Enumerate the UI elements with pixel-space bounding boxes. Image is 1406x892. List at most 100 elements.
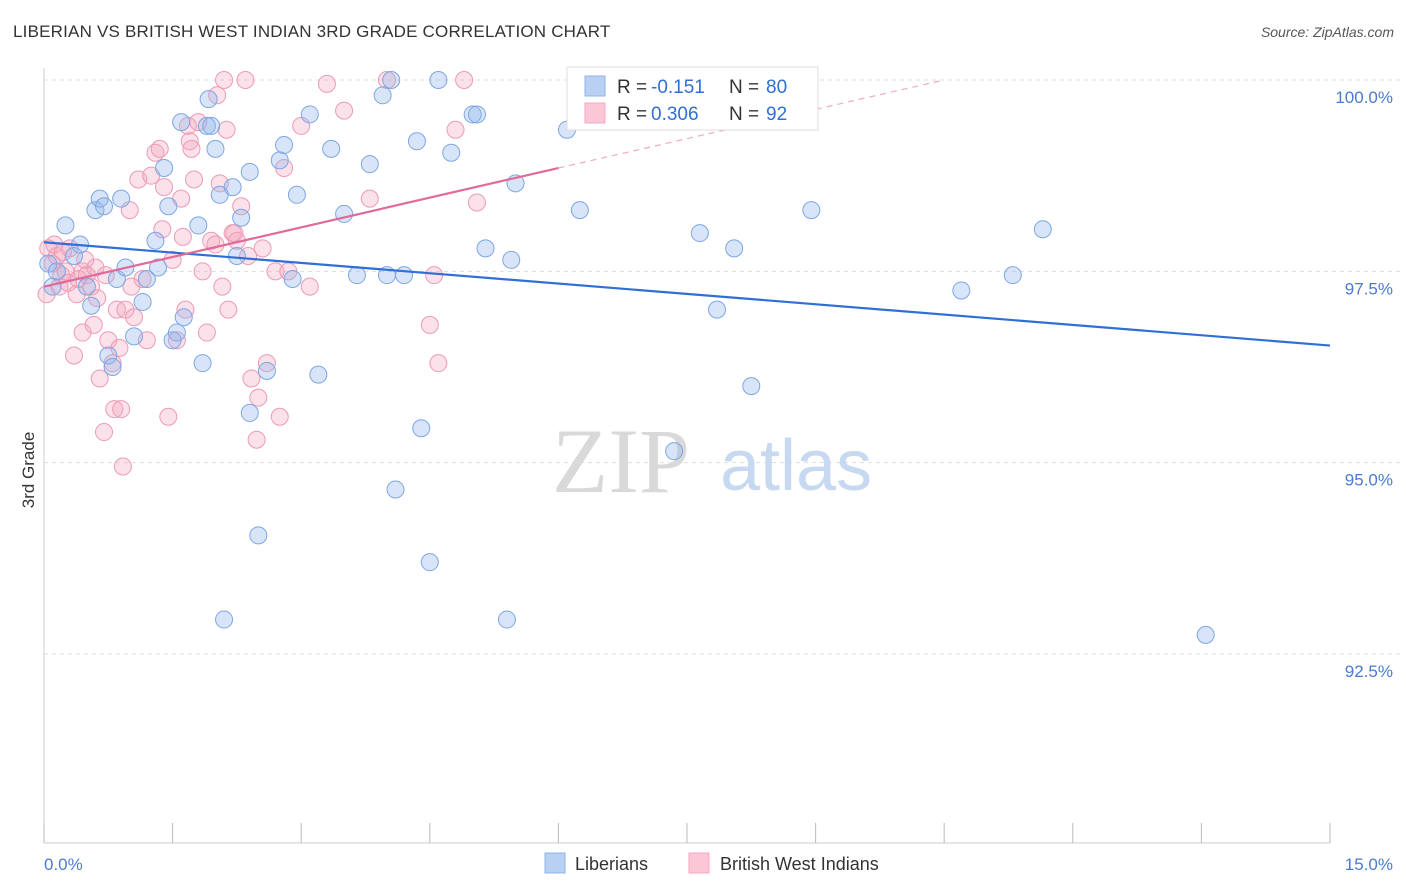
liberians-point	[112, 189, 131, 208]
british-west-indians-point	[122, 277, 141, 296]
british-west-indians-trend-line	[43, 166, 559, 288]
liberians-point	[386, 480, 405, 499]
british-west-indians-point	[429, 354, 448, 373]
liberians-point	[82, 296, 101, 315]
liberians-point	[275, 136, 294, 155]
british-west-indians-point	[253, 239, 272, 258]
british-west-indians-point	[180, 132, 199, 151]
british-west-indians-point	[67, 285, 86, 304]
liberians-point	[189, 216, 208, 235]
liberians-point	[240, 162, 259, 181]
x-tick-label-max: 15.0%	[1345, 855, 1393, 874]
british-west-indians-point	[95, 423, 114, 442]
y-tick-label: 95.0%	[1345, 471, 1393, 490]
british-west-indians-point	[467, 193, 486, 212]
liberians-point	[270, 151, 289, 170]
british-west-indians-point	[182, 139, 201, 158]
liberians-point	[1196, 625, 1215, 644]
british-west-indians-point	[215, 71, 234, 89]
liberians-point	[249, 526, 268, 545]
british-west-indians-point	[86, 258, 105, 277]
liberians-point	[77, 277, 96, 296]
liberians-point	[725, 239, 744, 258]
liberians-point	[159, 197, 178, 216]
liberians-point	[167, 323, 186, 342]
axes	[43, 68, 1331, 844]
liberians-point	[223, 178, 242, 197]
grid-lines	[44, 79, 1400, 655]
british-west-indians-point	[206, 235, 225, 254]
liberians-point	[202, 116, 221, 135]
british-west-indians-point	[150, 139, 169, 158]
liberians-point	[382, 71, 401, 89]
british-west-indians-point	[446, 120, 465, 139]
liberians-point	[665, 442, 684, 461]
source-credit: Source: ZipAtlas.com	[1260, 24, 1394, 40]
british-west-indians-point	[317, 74, 336, 93]
legend-r-value-pink: 0.306	[651, 104, 699, 125]
liberians-point	[467, 105, 486, 124]
legend-n-value-pink: 92	[766, 104, 787, 125]
series-label-liberians: Liberians	[575, 854, 648, 874]
liberians-point	[146, 231, 165, 250]
british-west-indians-point	[153, 220, 172, 239]
british-west-indians-point	[112, 400, 131, 419]
british-west-indians-point	[247, 430, 266, 449]
liberians-point	[360, 155, 379, 174]
liberians-point	[172, 113, 191, 132]
british-west-indians-point	[173, 227, 192, 246]
liberians-point	[309, 365, 328, 384]
british-west-indians-point	[105, 400, 124, 419]
series-label-british-west-indians: British West Indians	[720, 854, 879, 874]
y-tick-labels: 92.5% 95.0% 97.5% 100.0%	[1335, 88, 1393, 681]
liberians-point	[570, 201, 589, 220]
liberians-point	[86, 201, 105, 220]
liberians-point	[373, 86, 392, 105]
liberians-point	[476, 239, 495, 258]
british-west-indians-point	[217, 120, 236, 139]
liberians-point	[103, 358, 122, 376]
british-west-indians-point	[84, 315, 103, 334]
legend-box	[566, 66, 819, 131]
british-west-indians-point	[236, 71, 255, 89]
y-tick-label: 97.5%	[1345, 279, 1393, 298]
liberians-point	[95, 197, 114, 216]
british-west-indians-point	[335, 101, 354, 120]
liberians-point	[502, 250, 521, 269]
correlation-legend: R = -0.151 N = 80 R = 0.306 N = 92	[566, 66, 819, 131]
liberians-point	[287, 185, 306, 204]
liberians-point	[99, 346, 118, 365]
liberians-point	[125, 327, 144, 346]
liberians-point	[412, 419, 431, 438]
chart-title: LIBERIAN VS BRITISH WEST INDIAN 3RD GRAD…	[13, 22, 611, 41]
british-west-indians-point	[90, 369, 109, 388]
legend-swatch-blue	[584, 75, 606, 97]
liberians-point	[56, 216, 75, 235]
watermark: ZIP atlas	[552, 410, 872, 512]
liberians-point	[407, 132, 426, 151]
british-west-indians-point	[455, 71, 474, 89]
british-west-indians-point	[197, 323, 216, 342]
liberians-point	[193, 354, 212, 373]
liberians-point	[300, 105, 319, 124]
legend-n-value-blue: 80	[766, 77, 787, 98]
british-west-indians-point	[242, 369, 261, 388]
y-axis-label: 3rd Grade	[19, 432, 38, 509]
liberians-point	[257, 361, 276, 380]
liberians-point	[442, 143, 461, 162]
liberians-point	[65, 247, 84, 266]
legend-n-label-blue: N =	[729, 77, 759, 98]
british-west-indians-point	[219, 300, 238, 319]
liberians-point	[395, 266, 414, 285]
liberians-point	[708, 300, 727, 319]
british-west-indians-point	[125, 308, 144, 327]
british-west-indians-point	[65, 346, 84, 365]
liberians-point	[227, 247, 246, 266]
british-west-indians-point	[420, 315, 439, 334]
liberians-point	[149, 258, 168, 277]
british-west-indians-point	[113, 457, 132, 476]
series-swatch-british-west-indians	[688, 852, 710, 874]
liberians-points	[39, 71, 1215, 644]
liberians-point	[463, 105, 482, 124]
liberians-point	[240, 403, 259, 422]
